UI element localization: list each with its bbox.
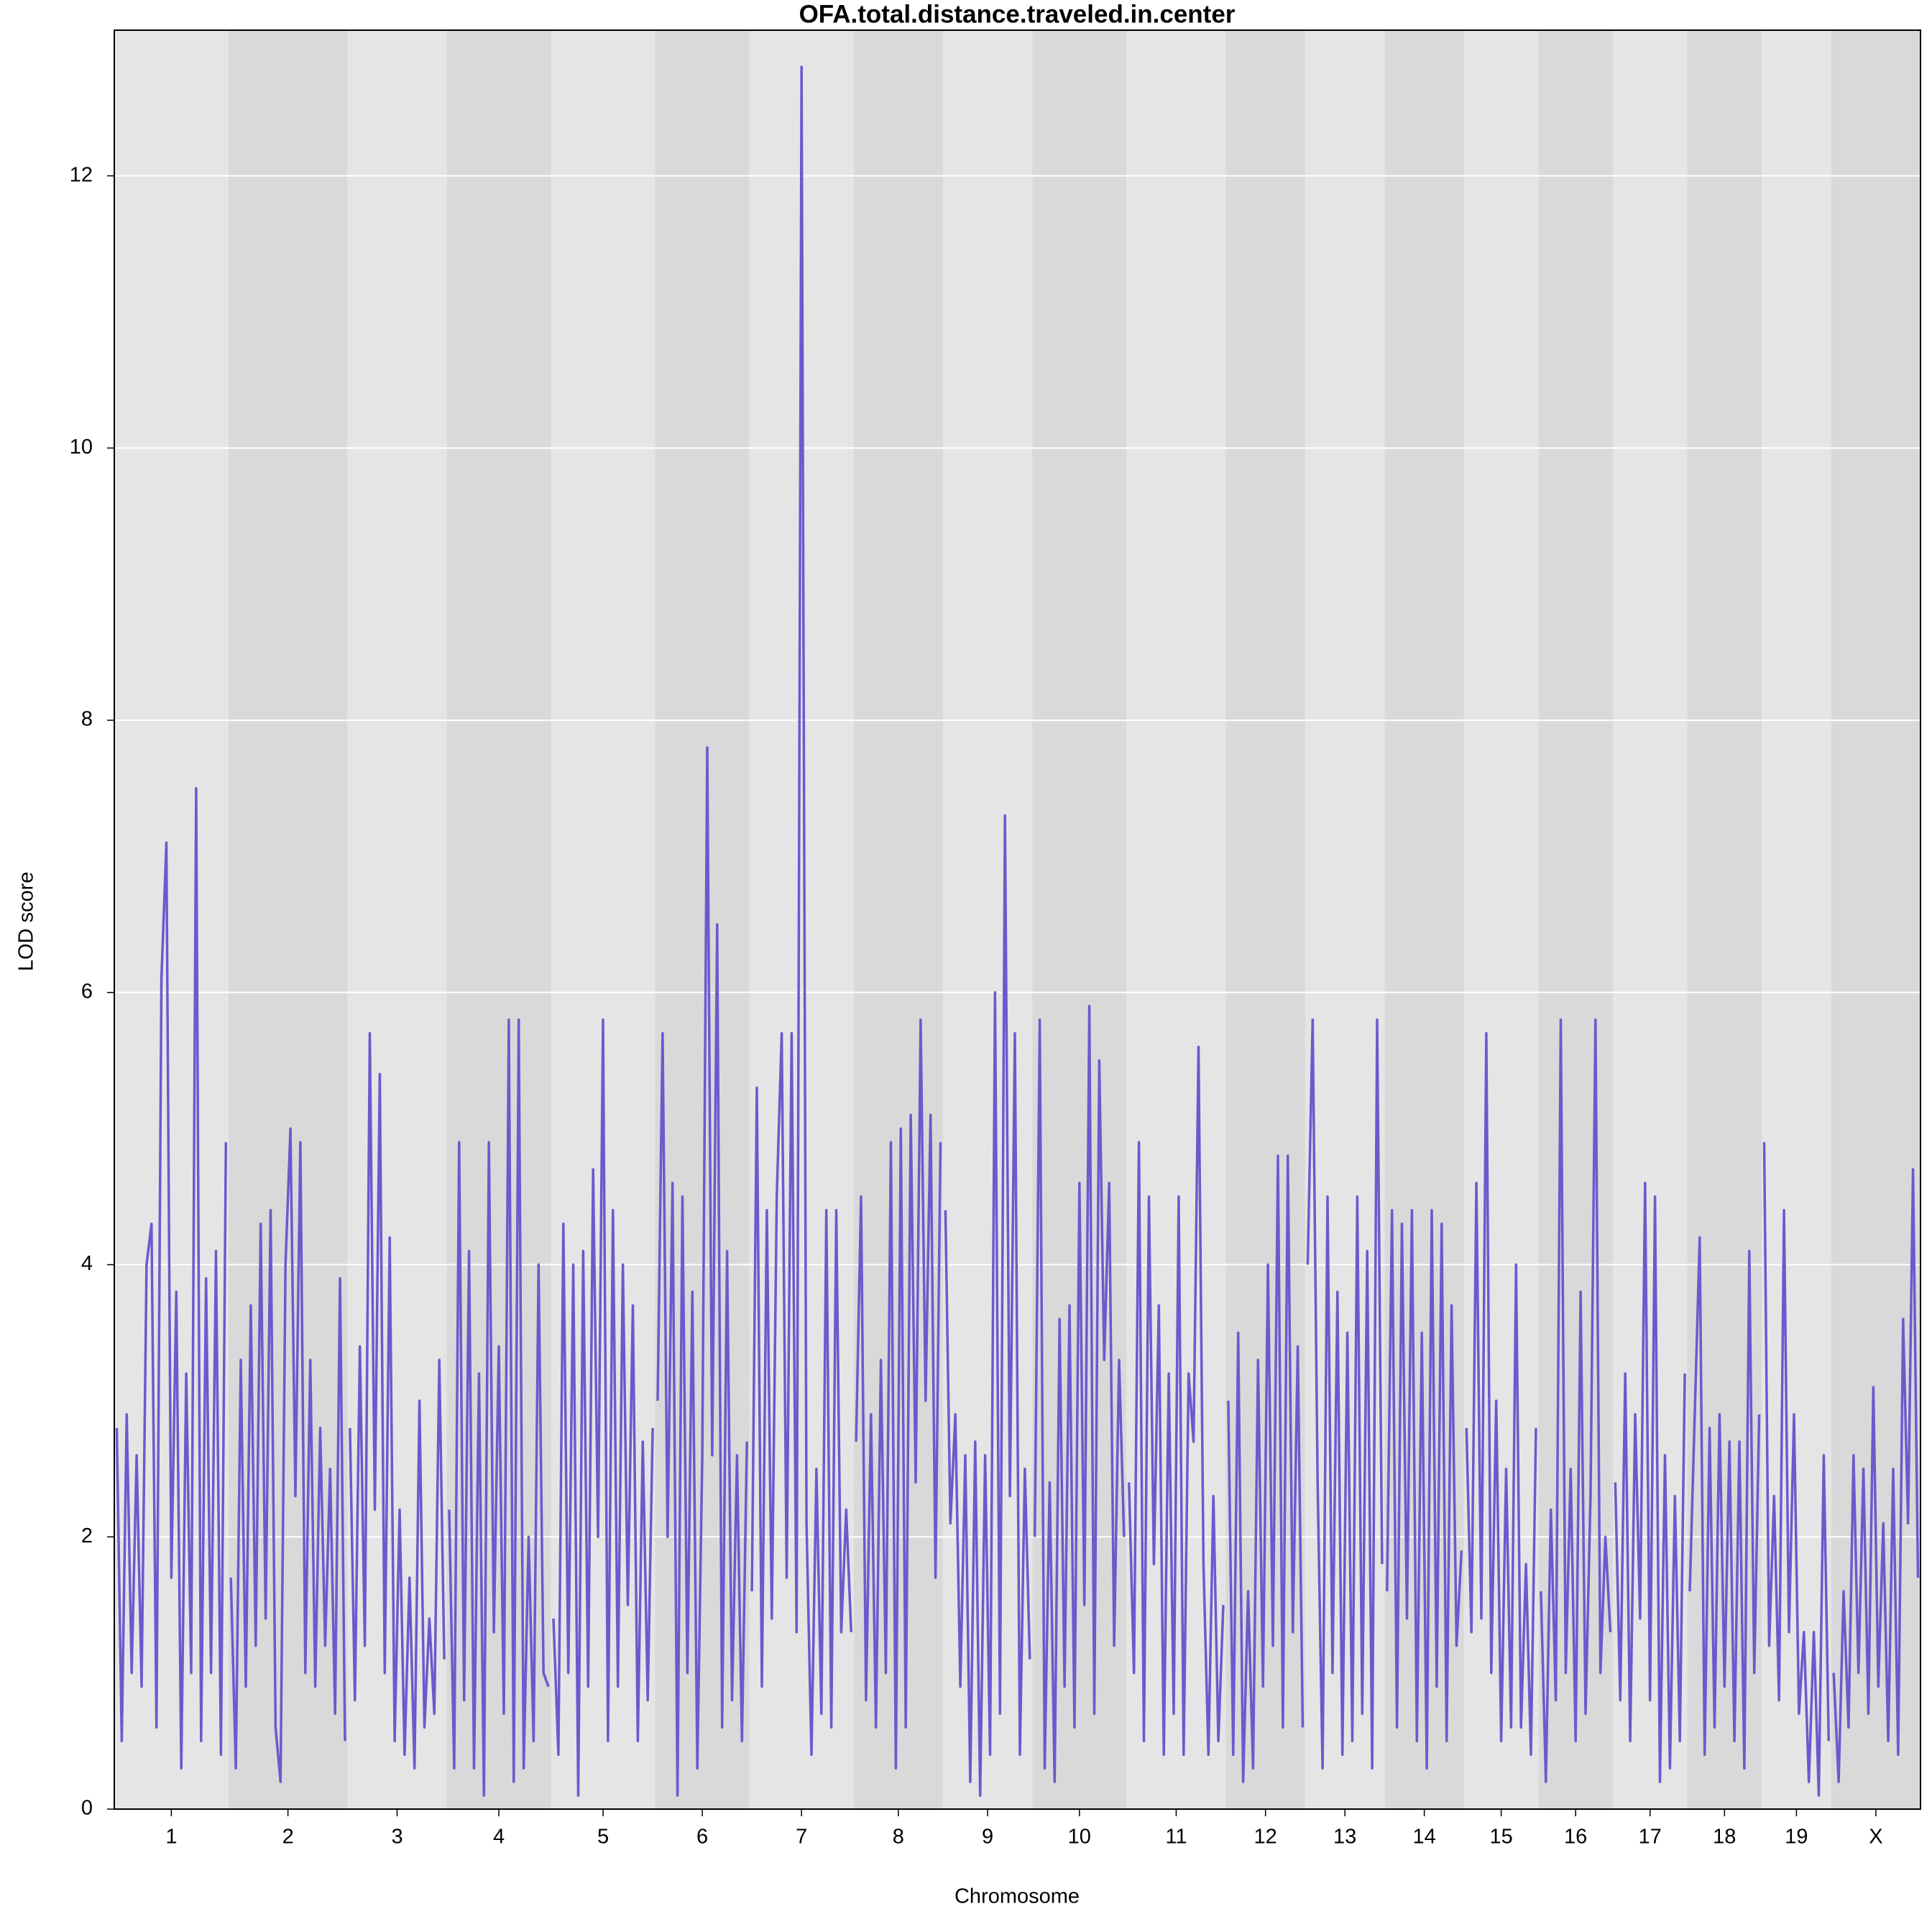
y-tick-label: 0 bbox=[81, 1797, 93, 1820]
y-tick-label: 6 bbox=[81, 980, 93, 1003]
x-tick-label: X bbox=[1869, 1826, 1882, 1849]
lod-trace bbox=[552, 1018, 654, 1797]
x-tick-label: 16 bbox=[1564, 1826, 1587, 1849]
x-tick-label: 19 bbox=[1785, 1826, 1808, 1849]
y-tick-label: 4 bbox=[81, 1252, 93, 1275]
lod-trace bbox=[349, 1031, 446, 1770]
x-tick-label: 17 bbox=[1639, 1826, 1662, 1849]
x-tick-label: 5 bbox=[597, 1826, 609, 1849]
x-tick-label: 4 bbox=[493, 1826, 505, 1849]
x-tick-label: 3 bbox=[391, 1826, 402, 1849]
lod-trace bbox=[1033, 1004, 1126, 1783]
chromosome-band bbox=[228, 30, 348, 1809]
lod-trace bbox=[1614, 1182, 1686, 1783]
x-tick-label: 10 bbox=[1068, 1826, 1091, 1849]
chromosome-band bbox=[347, 30, 447, 1809]
y-tick-label: 10 bbox=[70, 436, 93, 459]
lod-trace bbox=[944, 814, 1031, 1797]
lod-trace bbox=[229, 1127, 346, 1783]
lod-trace bbox=[1762, 1142, 1831, 1797]
lod-trace bbox=[1386, 1209, 1463, 1770]
x-tick-label: 2 bbox=[282, 1826, 294, 1849]
chromosome-band bbox=[1463, 30, 1539, 1809]
lod-trace bbox=[1688, 1236, 1761, 1770]
x-tick-label: 15 bbox=[1489, 1826, 1512, 1849]
y-tick-label: 8 bbox=[81, 708, 93, 731]
lod-trace bbox=[750, 65, 852, 1757]
chart-title: OFA.total.distance.traveled.in.center bbox=[799, 0, 1236, 28]
x-tick-label: 1 bbox=[165, 1826, 177, 1849]
lod-trace bbox=[1306, 1018, 1384, 1770]
x-tick-label: 9 bbox=[982, 1826, 993, 1849]
x-tick-label: 13 bbox=[1333, 1826, 1356, 1849]
lod-trace bbox=[1465, 1031, 1537, 1757]
y-tick-label: 12 bbox=[70, 163, 93, 186]
chromosome-band bbox=[551, 30, 656, 1809]
lod-trace bbox=[1227, 1154, 1305, 1783]
lod-trace bbox=[115, 787, 228, 1770]
x-tick-label: 12 bbox=[1254, 1826, 1277, 1849]
y-tick-label: 2 bbox=[81, 1524, 93, 1547]
x-tick-label: 14 bbox=[1412, 1826, 1435, 1849]
lod-trace bbox=[1540, 1018, 1612, 1783]
lod-trace bbox=[448, 1018, 550, 1797]
plot-frame bbox=[114, 29, 1921, 1810]
lod-trace bbox=[1128, 1045, 1225, 1757]
x-tick-label: 6 bbox=[696, 1826, 708, 1849]
y-axis-label: LOD score bbox=[15, 872, 38, 972]
x-tick-label: 7 bbox=[796, 1826, 807, 1849]
lod-trace bbox=[1832, 1168, 1920, 1783]
x-tick-label: 11 bbox=[1165, 1826, 1187, 1849]
lod-trace bbox=[855, 1018, 942, 1770]
x-axis-label: Chromosome bbox=[954, 1885, 1080, 1908]
x-tick-label: 8 bbox=[893, 1826, 904, 1849]
chromosome-band bbox=[1687, 30, 1762, 1809]
lod-trace bbox=[656, 746, 748, 1797]
x-tick-label: 18 bbox=[1713, 1826, 1736, 1849]
chromosome-band bbox=[446, 30, 551, 1809]
